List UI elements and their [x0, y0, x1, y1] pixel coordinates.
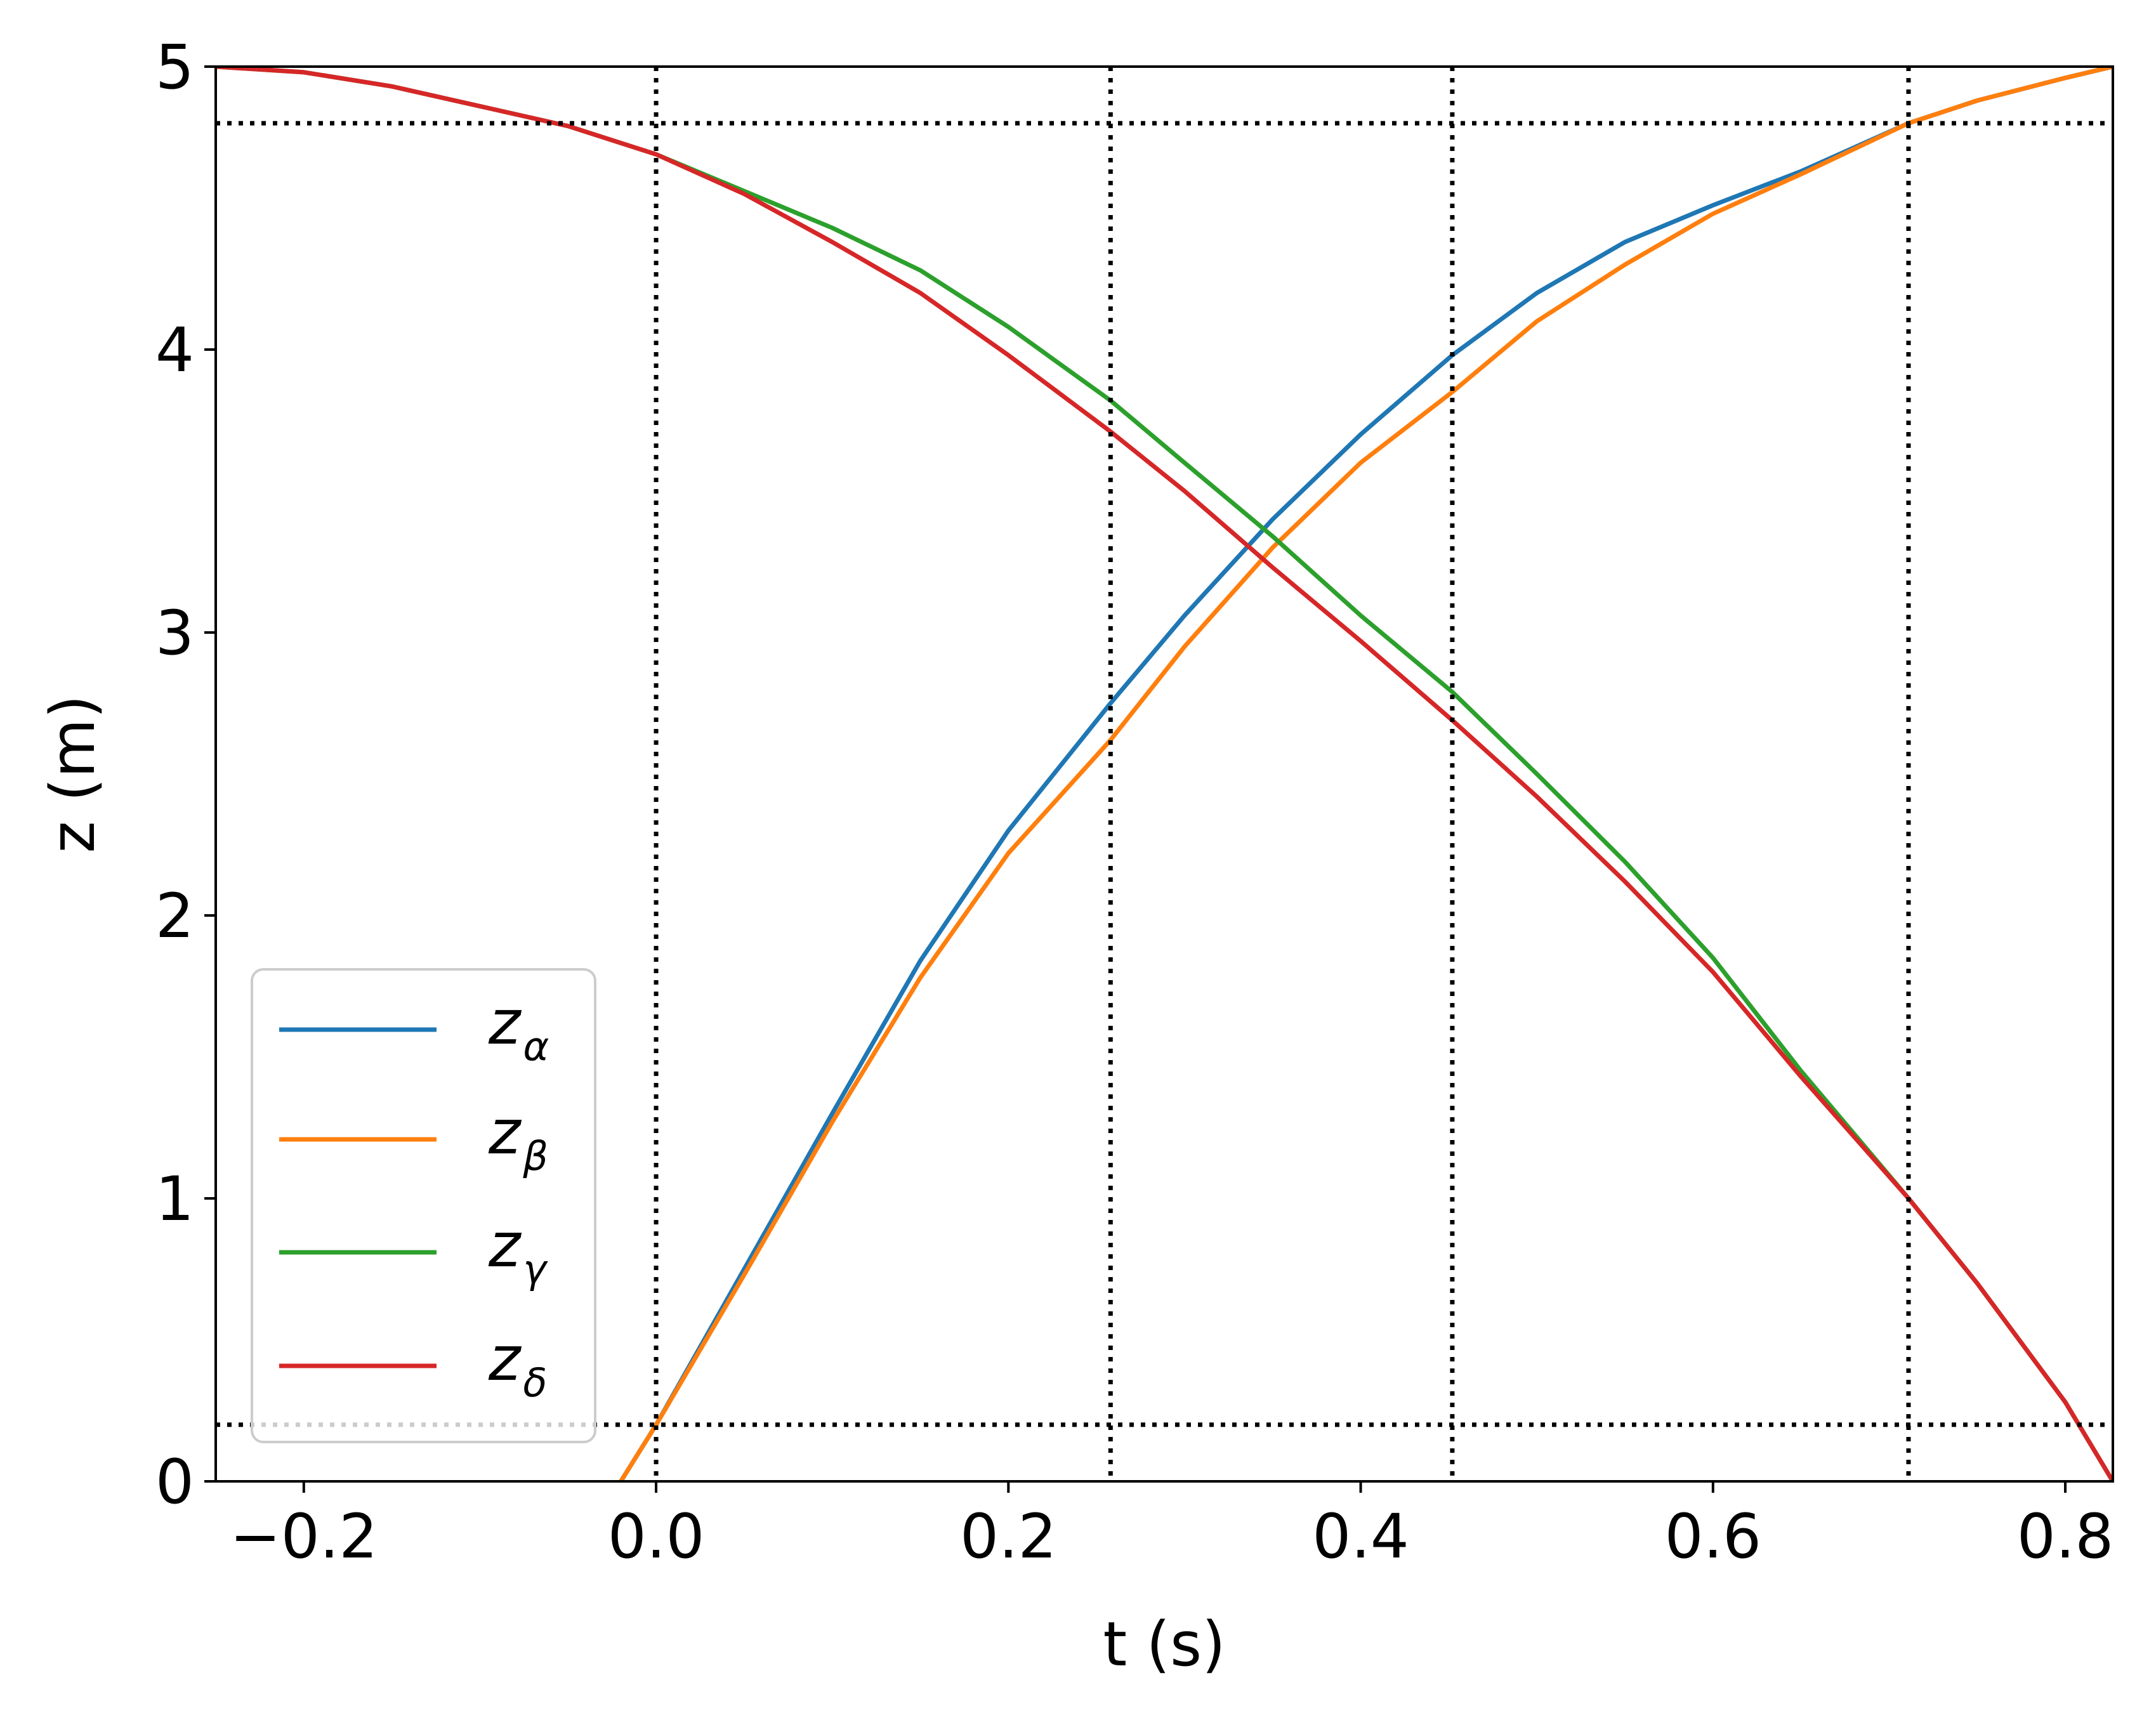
legend-label-base-1: z [488, 1097, 522, 1168]
series-line-3 [216, 67, 2113, 1481]
legend-label-subscript-2: γ [523, 1246, 548, 1292]
y-tick-label-5: 5 [155, 32, 194, 103]
series-line-0 [619, 67, 2113, 1481]
y-axis-label: z (m) [37, 695, 108, 853]
legend-label-base-0: z [488, 987, 522, 1058]
legend-label-base-2: z [488, 1210, 522, 1281]
x-tick-label-3: 0.4 [1312, 1501, 1409, 1572]
legend-frame [251, 968, 596, 1443]
legend-label-subscript-1: β [522, 1133, 548, 1179]
x-tick-label-4: 0.6 [1664, 1501, 1761, 1572]
y-tick-label-0: 0 [155, 1446, 194, 1518]
y-tick-label-4: 4 [155, 315, 194, 386]
x-tick-label-2: 0.2 [960, 1501, 1057, 1572]
axes-frame [214, 65, 2114, 1483]
legend-label-subscript-0: α [523, 1023, 549, 1070]
legend-label-subscript-3: δ [523, 1360, 547, 1406]
plot-area: −0.2 0.0 0.2 0.4 0.6 0.8 0 1 2 3 4 5 [155, 32, 2114, 1572]
x-tick-label-0: −0.2 [230, 1501, 378, 1572]
legend-label-3: zδ [488, 1323, 547, 1406]
x-axis-label: t (s) [1103, 1609, 1225, 1680]
x-tick-label-1: 0.0 [608, 1501, 705, 1572]
y-tick-label-1: 1 [155, 1164, 194, 1235]
legend-label-base-3: z [488, 1323, 522, 1394]
y-tick-label-2: 2 [155, 881, 194, 952]
series-line-1 [619, 67, 2113, 1481]
legend-label-1: zβ [488, 1097, 548, 1179]
x-tick-label-5: 0.8 [2017, 1501, 2114, 1572]
legend-label-2: zγ [488, 1210, 548, 1292]
y-tick-label-3: 3 [155, 598, 194, 669]
legend-label-0: zα [488, 987, 549, 1070]
